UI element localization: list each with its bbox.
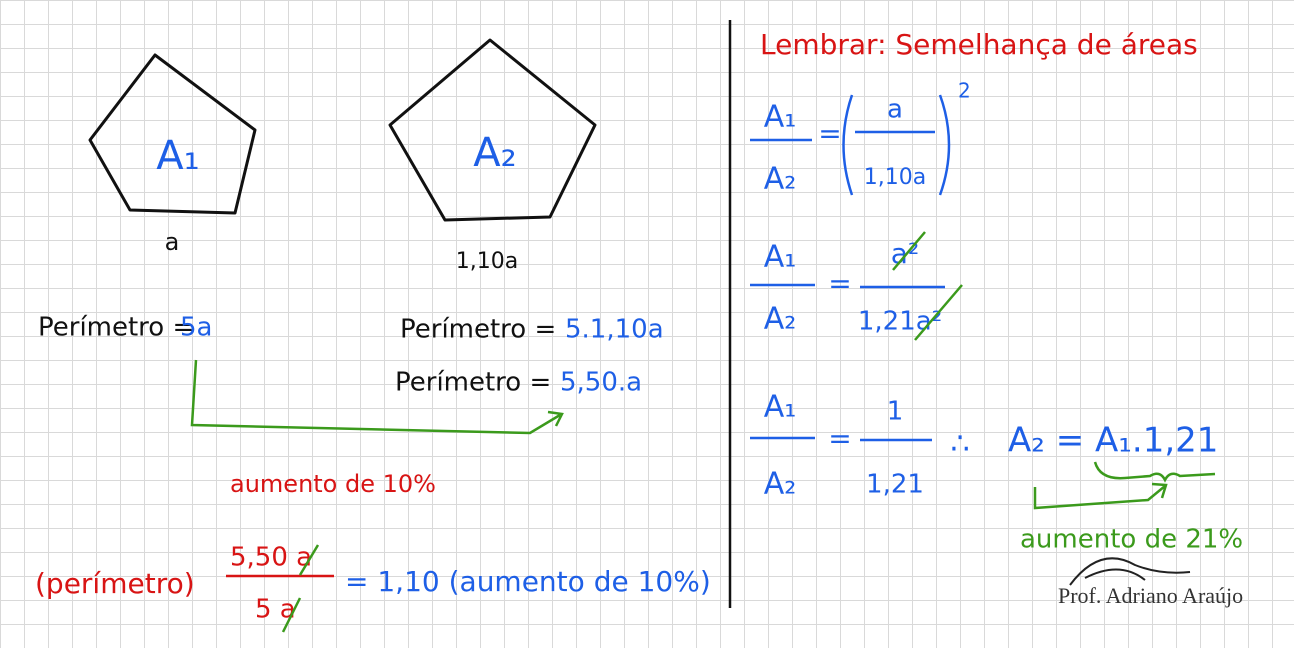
perimeter-label: Perímetro = bbox=[38, 313, 194, 343]
equals: = bbox=[828, 422, 851, 455]
fraction-numerator: a² bbox=[891, 237, 919, 270]
side-label: a bbox=[165, 228, 180, 256]
fraction-numerator: A₁ bbox=[764, 390, 797, 425]
cancel-stroke bbox=[298, 544, 320, 576]
fraction-numerator: a bbox=[887, 95, 903, 125]
therefore: ∴ bbox=[950, 427, 969, 462]
pentagon-label: A₁ bbox=[156, 133, 199, 179]
fraction-numerator: 1 bbox=[887, 397, 904, 427]
increase-note: aumento de 21% bbox=[1020, 525, 1243, 555]
fraction-denominator: 1,21 bbox=[866, 470, 924, 500]
equals: = bbox=[818, 117, 841, 150]
arrow bbox=[1033, 482, 1168, 510]
pentagon-1 bbox=[88, 53, 257, 215]
fraction-denominator: A₂ bbox=[764, 302, 797, 337]
parentheses bbox=[842, 94, 951, 196]
fraction-denominator: 1,10a bbox=[864, 165, 926, 190]
fraction-denominator: A₂ bbox=[764, 467, 797, 502]
perimeter-label: Perímetro = bbox=[395, 368, 551, 398]
signature: Prof. Adriano Araújo bbox=[1058, 583, 1243, 608]
ratio-label: (perímetro) bbox=[35, 567, 195, 600]
side-label: 1,10a bbox=[456, 249, 518, 274]
ratio-result: = 1,10 (aumento de 10%) bbox=[345, 565, 711, 598]
ratio-numerator: 5,50 a bbox=[230, 543, 312, 573]
arrow bbox=[190, 359, 564, 435]
cancel-stroke bbox=[281, 597, 302, 633]
perimeter-value: 5.1,10a bbox=[565, 315, 664, 345]
fraction-denominator: A₂ bbox=[764, 162, 797, 197]
fraction-denominator: 1,21a² bbox=[858, 307, 942, 337]
exponent: 2 bbox=[958, 79, 971, 103]
equals: = bbox=[828, 267, 851, 300]
pentagon-label: A₂ bbox=[473, 130, 516, 176]
result: A₂ = A₁.1,21 bbox=[1008, 421, 1218, 461]
fraction-numerator: A₁ bbox=[764, 240, 797, 275]
cancel-stroke bbox=[914, 284, 963, 341]
signature-scribble bbox=[1069, 557, 1191, 586]
perimeter-label: Perímetro = bbox=[400, 315, 556, 345]
pentagon-2 bbox=[388, 38, 597, 222]
perimeter-value: 5a bbox=[180, 313, 212, 343]
fraction-numerator: A₁ bbox=[764, 100, 797, 135]
cancel-stroke bbox=[892, 231, 926, 271]
increase-note: aumento de 10% bbox=[230, 470, 436, 498]
title: Lembrar: Semelhança de áreas bbox=[760, 28, 1198, 61]
brace bbox=[1093, 461, 1216, 483]
perimeter-value: 5,50.a bbox=[560, 368, 642, 398]
